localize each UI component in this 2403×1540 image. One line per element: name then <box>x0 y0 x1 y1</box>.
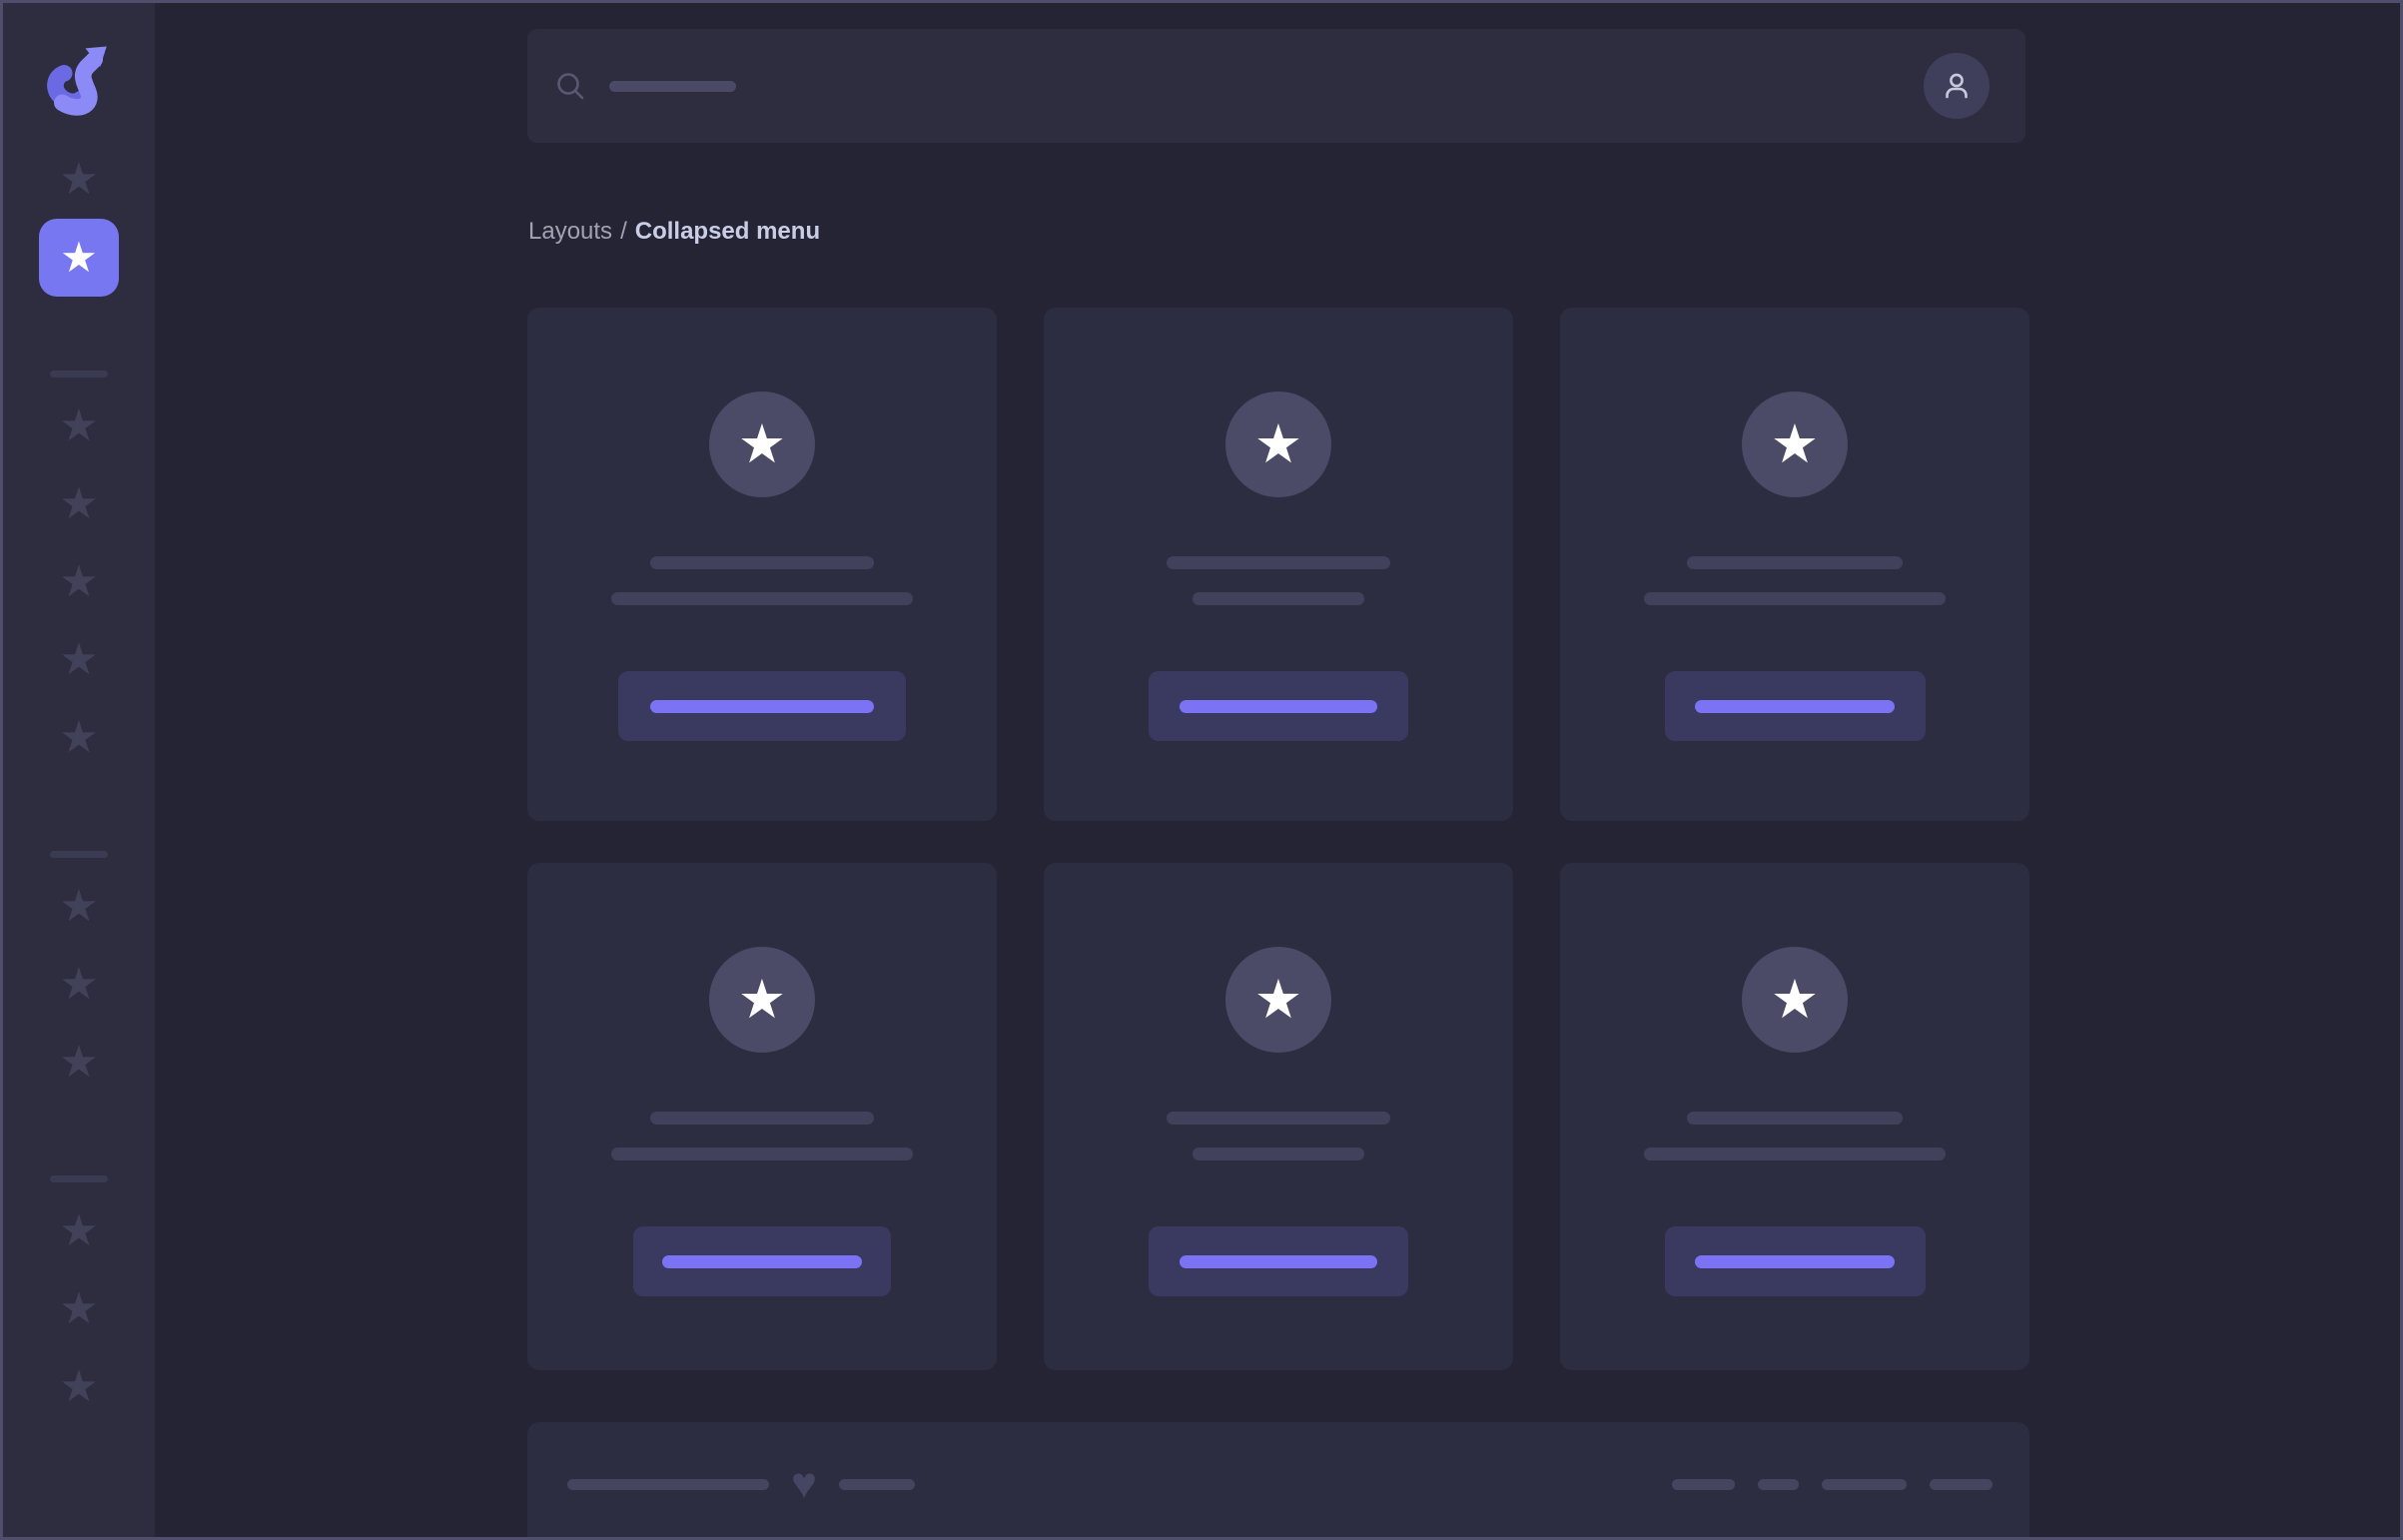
card-action-button[interactable] <box>1664 1226 1926 1296</box>
search-icon <box>557 73 584 100</box>
footer-right-group <box>1672 1478 1993 1490</box>
card-star-badge: ★ <box>1742 391 1848 497</box>
button-label-placeholder <box>1695 699 1895 713</box>
footer-placeholder-line <box>1672 1478 1735 1490</box>
footer-bar: ♥ <box>527 1422 2029 1537</box>
star-icon: ★ <box>1253 970 1303 1030</box>
sidebar-item[interactable]: ★ <box>3 465 155 543</box>
star-icon: ★ <box>59 1284 99 1333</box>
card-title-placeholder <box>1167 1112 1390 1125</box>
sidebar-item[interactable]: ★ <box>3 387 155 465</box>
sidebar-divider <box>50 371 108 378</box>
star-icon: ★ <box>737 414 787 474</box>
breadcrumb-parent[interactable]: Layouts <box>528 218 613 245</box>
sidebar-item[interactable]: ★ <box>3 1024 155 1102</box>
star-icon: ★ <box>737 970 787 1030</box>
content-card[interactable]: ★ <box>527 863 997 1370</box>
card-star-badge: ★ <box>1225 391 1331 497</box>
breadcrumb: Layouts / Collapsed menu <box>528 215 820 249</box>
card-grid: ★ ★ ★ ★ ★ ★ <box>527 308 2029 1370</box>
star-icon: ★ <box>59 1038 99 1087</box>
card-title-placeholder <box>1687 556 1903 569</box>
breadcrumb-separator: / <box>620 218 627 245</box>
card-subtitle-placeholder <box>1644 592 1946 605</box>
button-label-placeholder <box>662 1254 862 1268</box>
s-arrow-logo-icon <box>47 46 107 116</box>
star-icon: ★ <box>59 155 99 204</box>
sidebar-item[interactable]: ★ <box>3 868 155 946</box>
content-card[interactable]: ★ <box>1560 308 2029 821</box>
search-bar[interactable] <box>527 29 2025 143</box>
sidebar-item[interactable]: ★ <box>3 543 155 621</box>
sidebar-item[interactable]: ★ <box>3 699 155 777</box>
sidebar-divider <box>50 1175 108 1182</box>
footer-placeholder-line <box>1758 1478 1799 1490</box>
card-subtitle-placeholder <box>1644 1148 1946 1160</box>
card-star-badge: ★ <box>709 391 815 497</box>
card-title-placeholder <box>1687 1112 1903 1125</box>
footer-placeholder-line <box>1930 1478 1993 1490</box>
card-action-button[interactable] <box>1664 671 1926 741</box>
content-card[interactable]: ★ <box>1044 308 1513 821</box>
card-title-placeholder <box>650 556 874 569</box>
star-icon: ★ <box>59 1362 99 1411</box>
user-avatar-button[interactable] <box>1924 53 1990 119</box>
heart-icon[interactable]: ♥ <box>791 1459 818 1508</box>
star-icon: ★ <box>1253 414 1303 474</box>
star-icon: ★ <box>59 1206 99 1255</box>
card-title-placeholder <box>1167 556 1390 569</box>
sidebar: ★ ★ ★ ★ ★ ★ ★ ★ ★ ★ ★ ★ ★ <box>3 3 155 1537</box>
sidebar-divider <box>50 851 108 858</box>
sidebar-item[interactable]: ★ <box>3 141 155 219</box>
sidebar-item-active[interactable]: ★ <box>39 219 119 297</box>
breadcrumb-current: Collapsed menu <box>634 218 821 245</box>
star-icon: ★ <box>59 635 99 684</box>
card-action-button[interactable] <box>633 1226 891 1296</box>
footer-placeholder-line <box>567 1478 769 1490</box>
card-action-button[interactable] <box>1149 1226 1408 1296</box>
sidebar-nav: ★ ★ ★ ★ ★ ★ ★ ★ ★ ★ ★ ★ ★ <box>3 121 155 1426</box>
star-icon: ★ <box>59 882 99 931</box>
app-logo-s-arrow-icon[interactable] <box>42 33 116 121</box>
sidebar-item[interactable]: ★ <box>3 1270 155 1348</box>
button-label-placeholder <box>650 699 874 713</box>
card-action-button[interactable] <box>618 671 906 741</box>
card-subtitle-placeholder <box>611 1148 913 1160</box>
card-star-badge: ★ <box>1742 947 1848 1053</box>
star-icon: ★ <box>59 401 99 450</box>
star-icon: ★ <box>59 960 99 1009</box>
sidebar-item[interactable]: ★ <box>3 1348 155 1426</box>
footer-placeholder-line <box>1822 1478 1907 1490</box>
content-card[interactable]: ★ <box>527 308 997 821</box>
card-subtitle-placeholder <box>1193 1148 1364 1160</box>
button-label-placeholder <box>1180 699 1377 713</box>
search-placeholder-line <box>609 80 736 92</box>
star-icon: ★ <box>59 557 99 606</box>
footer-left-group: ♥ <box>567 1459 916 1508</box>
card-subtitle-placeholder <box>1193 592 1364 605</box>
content-card[interactable]: ★ <box>1044 863 1513 1370</box>
star-icon: ★ <box>1770 414 1820 474</box>
card-subtitle-placeholder <box>611 592 913 605</box>
button-label-placeholder <box>1180 1254 1377 1268</box>
card-star-badge: ★ <box>709 947 815 1053</box>
sidebar-item[interactable]: ★ <box>3 621 155 699</box>
footer-placeholder-line <box>839 1478 916 1490</box>
star-icon: ★ <box>1770 970 1820 1030</box>
star-icon: ★ <box>60 234 98 281</box>
star-icon: ★ <box>59 479 99 528</box>
card-star-badge: ★ <box>1225 947 1331 1053</box>
sidebar-item[interactable]: ★ <box>3 946 155 1024</box>
user-icon <box>1946 73 1968 99</box>
card-action-button[interactable] <box>1149 671 1408 741</box>
card-title-placeholder <box>650 1112 874 1125</box>
content-card[interactable]: ★ <box>1560 863 2029 1370</box>
button-label-placeholder <box>1695 1254 1895 1268</box>
star-icon: ★ <box>59 713 99 762</box>
sidebar-item[interactable]: ★ <box>3 1192 155 1270</box>
